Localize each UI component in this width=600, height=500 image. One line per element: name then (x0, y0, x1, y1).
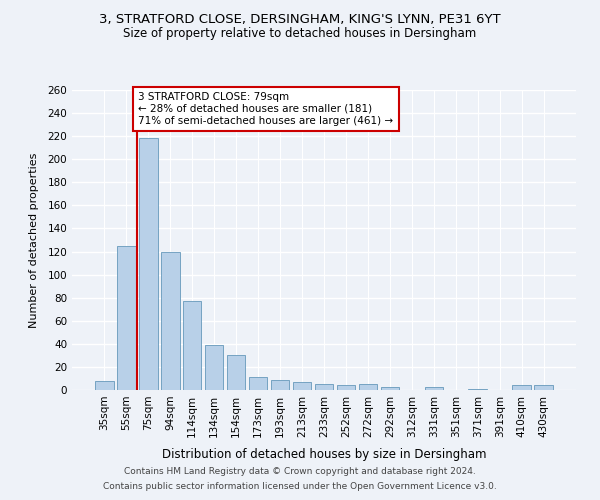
Bar (469, 389, 487, 390)
Bar (535, 386, 553, 390)
Text: 3 STRATFORD CLOSE: 79sqm
← 28% of detached houses are smaller (181)
71% of semi-: 3 STRATFORD CLOSE: 79sqm ← 28% of detach… (139, 92, 394, 126)
Bar (425, 386, 443, 390)
Bar (205, 345, 223, 390)
Text: Size of property relative to detached houses in Dersingham: Size of property relative to detached ho… (124, 28, 476, 40)
Text: 3, STRATFORD CLOSE, DERSINGHAM, KING'S LYNN, PE31 6YT: 3, STRATFORD CLOSE, DERSINGHAM, KING'S L… (99, 12, 501, 26)
Text: Contains HM Land Registry data © Crown copyright and database right 2024.: Contains HM Land Registry data © Crown c… (124, 467, 476, 476)
Y-axis label: Number of detached properties: Number of detached properties (29, 152, 39, 328)
Bar (161, 252, 179, 390)
Bar (512, 386, 531, 390)
Bar (117, 246, 136, 390)
Bar (227, 356, 245, 390)
Bar (314, 384, 334, 390)
Bar (337, 386, 355, 390)
Bar (271, 380, 289, 390)
X-axis label: Distribution of detached houses by size in Dersingham: Distribution of detached houses by size … (162, 448, 486, 461)
Bar (293, 382, 311, 390)
Text: Contains public sector information licensed under the Open Government Licence v3: Contains public sector information licen… (103, 482, 497, 491)
Bar (249, 378, 268, 390)
Bar (95, 381, 113, 390)
Bar (380, 386, 399, 390)
Bar (139, 138, 158, 390)
Bar (183, 301, 202, 390)
Bar (359, 384, 377, 390)
